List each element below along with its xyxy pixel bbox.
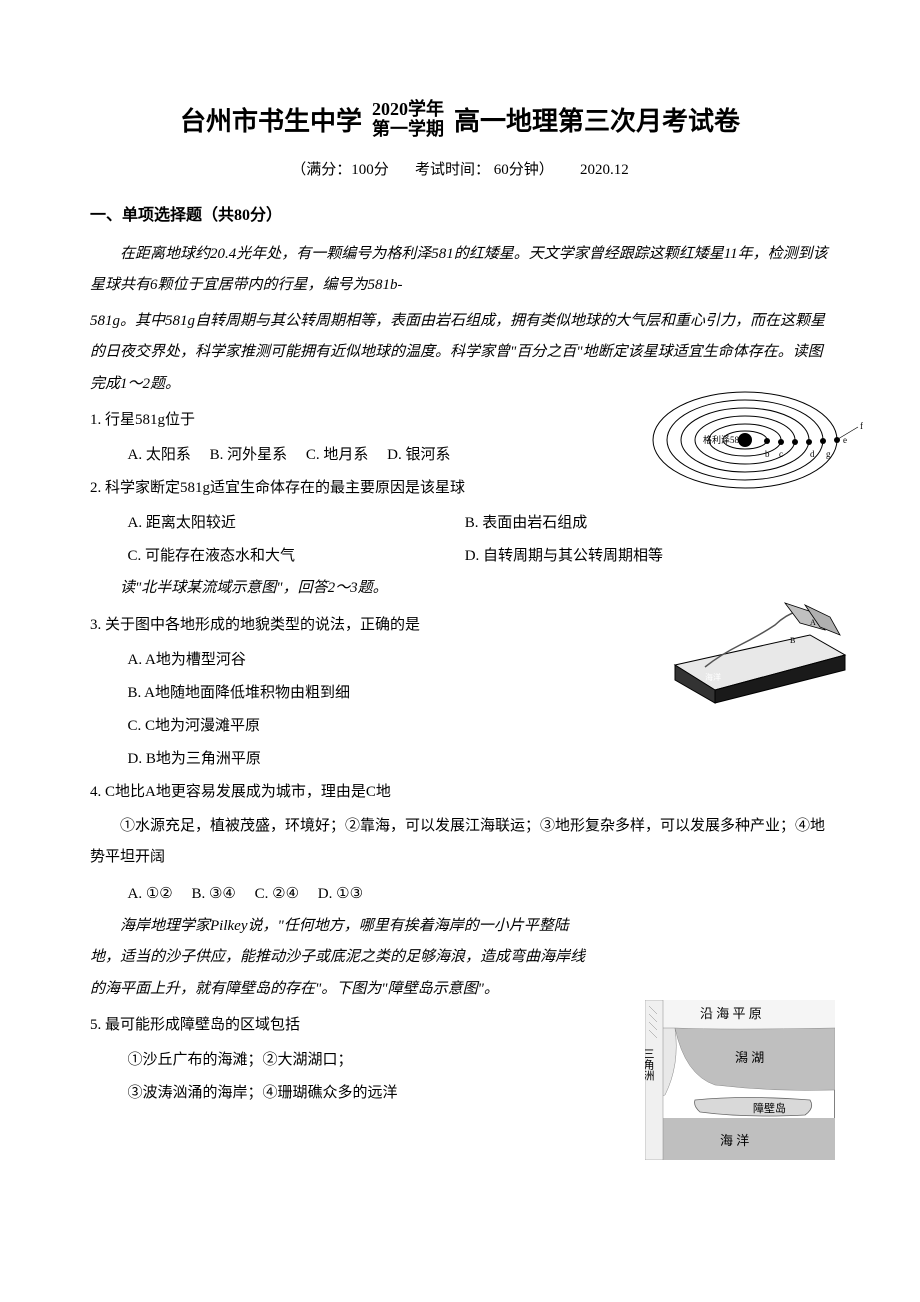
q3-d: D. B地为三角洲平原 [128, 743, 594, 776]
meta-time: 考试时间： 60分钟） [415, 162, 554, 178]
section-1-header: 一、单项选择题（共80分） [90, 201, 830, 225]
orbit-diagram: 格利泽581 b c e d g f [650, 385, 870, 495]
svg-text:b: b [765, 449, 770, 459]
q2-a: A. 距离太阳较近 [128, 507, 465, 540]
title-year-top: 2020学年 [372, 100, 444, 120]
q4-a: A. ①② [128, 886, 173, 902]
q4-stem: 4. C地比A地更容易发展成为城市，理由是C地 [90, 776, 830, 809]
q2-b: B. 表面由岩石组成 [465, 507, 802, 540]
exam-meta: （满分：100分 考试时间： 60分钟） 2020.12 [90, 158, 830, 179]
svg-text:海洋: 海洋 [705, 672, 721, 682]
q5-conds: ①沙丘广布的海滩；②大湖湖口； ③波涛汹涌的海岸；④珊瑚礁众多的远洋 [90, 1044, 593, 1110]
svg-text:g: g [826, 449, 831, 459]
orbit-center-label: 格利泽581 [703, 434, 744, 445]
title-year-block: 2020学年 第一学期 [372, 100, 444, 140]
title-subject: 高一地理第三次月考试卷 [454, 101, 740, 138]
intro-1-p1: 在距离地球约20.4光年处，有一颗编号为格利泽581的红矮星。天文学家曾经跟踪这… [90, 239, 830, 302]
q1-c: C. 地月系 [306, 447, 369, 463]
coast-delta-label: 三角洲 [645, 1048, 655, 1081]
svg-text:c: c [779, 449, 783, 459]
coast-lagoon-label: 潟 湖 [735, 1050, 764, 1065]
meta-date: 2020.12 [580, 162, 629, 178]
q2-choices: A. 距离太阳较近 B. 表面由岩石组成 C. 可能存在液态水和大气 D. 自转… [90, 507, 830, 573]
exam-title: 台州市书生中学 2020学年 第一学期 高一地理第三次月考试卷 [90, 100, 830, 140]
q3-c: C. C地为河漫滩平原 [128, 710, 594, 743]
q4-choices: A. ①② B. ③④ C. ②④ D. ①③ [90, 878, 830, 911]
coast-island-label: 障壁岛 [753, 1101, 786, 1115]
q4-c: C. ②④ [255, 886, 299, 902]
q1-b: B. 河外星系 [210, 447, 288, 463]
svg-text:d: d [810, 449, 815, 459]
q5-conds1: ①沙丘广布的海滩；②大湖湖口； [128, 1044, 594, 1077]
svg-text:e: e [843, 435, 847, 445]
q4-b: B. ③④ [191, 886, 235, 902]
q1-d: D. 银河系 [387, 447, 450, 463]
q3-choices: A. A地为槽型河谷 B. A地随地面降低堆积物由粗到细 C. C地为河漫滩平原… [90, 644, 593, 776]
svg-text:A: A [810, 618, 816, 627]
coast-diagram: 沿 海 平 原 三角洲 潟 湖 障壁岛 海 洋 [645, 1000, 835, 1160]
q4-d: D. ①③ [318, 886, 363, 902]
title-school: 台州市书生中学 [180, 101, 362, 138]
svg-text:f: f [860, 421, 863, 431]
q3-a: A. A地为槽型河谷 [128, 644, 594, 677]
meta-full: （满分：100分 [291, 162, 389, 178]
terrain-diagram: A B 海洋 [665, 595, 850, 705]
q2-c: C. 可能存在液态水和大气 [128, 540, 465, 573]
coast-ocean-label: 海 洋 [720, 1133, 749, 1148]
coast-plain-label: 沿 海 平 原 [700, 1006, 762, 1021]
q2-d: D. 自转周期与其公转周期相等 [465, 540, 802, 573]
svg-text:B: B [790, 636, 795, 645]
q5-conds2: ③波涛汹涌的海岸；④珊瑚礁众多的远洋 [128, 1077, 594, 1110]
q1-a: A. 太阳系 [128, 447, 191, 463]
q4-conds: ①水源充足，植被茂盛，环境好；②靠海，可以发展江海联运；③地形复杂多样，可以发展… [90, 811, 830, 874]
q3-b: B. A地随地面降低堆积物由粗到细 [128, 677, 594, 710]
intro-3: 海岸地理学家Pilkey说，"任何地方，哪里有挨着海岸的一小片平整陆地，适当的沙… [90, 911, 593, 1006]
title-year-bottom: 第一学期 [372, 120, 444, 140]
